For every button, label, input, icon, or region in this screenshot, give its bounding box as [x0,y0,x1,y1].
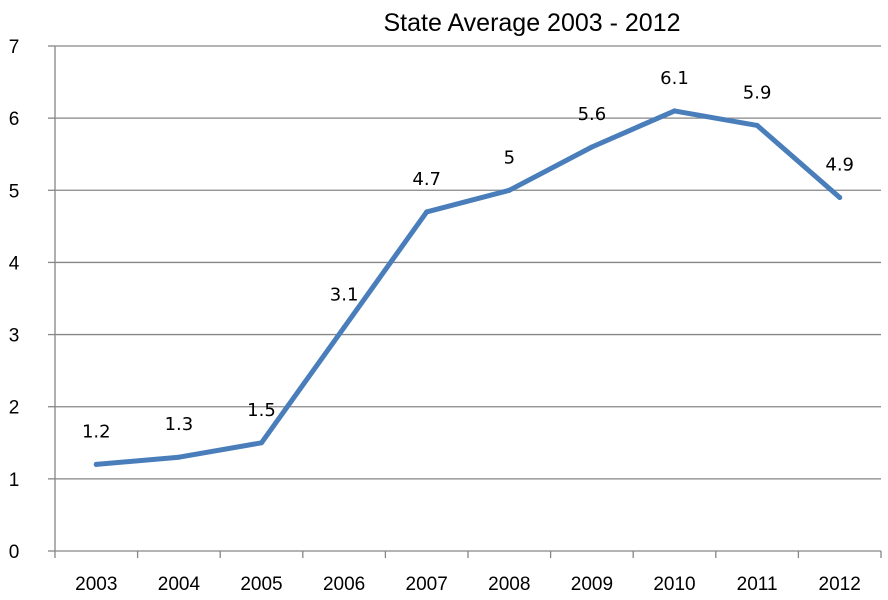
data-point-2011 [754,122,760,128]
y-tick-label-7: 7 [9,37,20,58]
x-tick-label-2008: 2008 [488,574,530,595]
y-tick-label-2: 2 [9,398,20,419]
data-point-2007 [424,209,430,215]
data-point-2009 [589,144,595,150]
data-label-2010: 6.1 [660,68,689,89]
data-label-2005: 1.5 [247,400,276,421]
y-tick-label-0: 0 [9,542,20,563]
data-point-2010 [672,108,677,114]
y-tick-label-6: 6 [9,109,20,130]
data-label-2007: 4.7 [412,169,441,190]
data-point-2012 [837,195,843,200]
data-label-2006: 3.1 [330,284,359,305]
data-point-2006 [341,324,347,330]
x-tick-label-2003: 2003 [75,574,117,595]
data-point-2003 [93,461,99,467]
x-tick-label-2012: 2012 [819,574,861,595]
x-tick-label-2007: 2007 [406,574,448,595]
x-tick-label-2010: 2010 [653,574,695,595]
y-axis-tick-labels: 0 1 2 3 4 5 6 7 [9,37,20,563]
data-labels: 1.2 1.3 1.5 3.1 4.7 5 5.6 6.1 5.9 4.9 [82,68,854,442]
y-tick-label-1: 1 [9,470,20,491]
x-axis-tick-labels: 2003 2004 2005 2006 2007 2008 2009 2010 2011 2012 [75,574,861,595]
axes [48,45,882,558]
data-point-2008 [506,187,512,193]
x-tick-label-2004: 2004 [158,574,201,595]
series-group [93,108,843,467]
x-tick-label-2009: 2009 [571,574,613,595]
y-tick-label-5: 5 [9,181,20,202]
data-point-2004 [176,454,182,460]
y-tick-label-4: 4 [9,253,20,274]
series-line-0 [93,108,843,467]
data-point-2005 [259,440,264,446]
gridlines [55,45,881,480]
y-tick-label-3: 3 [9,326,20,347]
chart-title: State Average 2003 - 2012 [384,9,681,37]
data-label-2011: 5.9 [743,82,772,103]
x-tick-label-2005: 2005 [240,574,282,595]
data-label-2003: 1.2 [82,421,111,442]
data-label-2004: 1.3 [165,414,194,435]
x-tick-label-2006: 2006 [323,574,365,595]
data-label-2012: 4.9 [825,155,854,176]
data-label-2009: 5.6 [578,104,607,125]
data-label-2008: 5 [504,147,515,168]
x-tick-label-2011: 2011 [737,574,778,595]
